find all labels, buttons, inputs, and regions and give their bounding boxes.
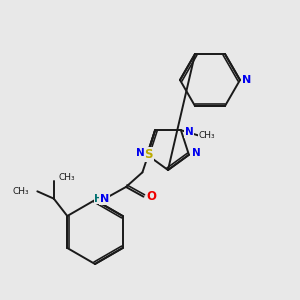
Text: N: N (136, 148, 145, 158)
Text: CH₃: CH₃ (59, 173, 75, 182)
Text: N: N (191, 148, 200, 158)
Text: CH₃: CH₃ (199, 131, 215, 140)
Text: CH₃: CH₃ (13, 187, 29, 196)
Text: N: N (184, 127, 193, 137)
Text: N: N (100, 194, 110, 204)
Text: H: H (94, 194, 103, 204)
Text: N: N (242, 75, 252, 85)
Text: S: S (145, 148, 153, 161)
Text: O: O (146, 190, 157, 203)
